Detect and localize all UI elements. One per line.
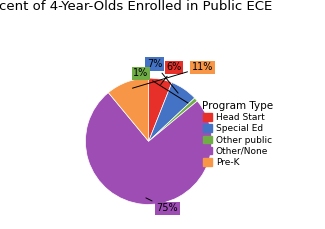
Wedge shape — [149, 82, 195, 141]
Wedge shape — [149, 98, 197, 141]
Text: 6%: 6% — [161, 62, 182, 85]
Wedge shape — [85, 93, 212, 204]
Title: Percent of 4-Year-Olds Enrolled in Public ECE: Percent of 4-Year-Olds Enrolled in Publi… — [0, 0, 273, 13]
Text: 11%: 11% — [133, 62, 213, 88]
Text: 75%: 75% — [146, 198, 178, 213]
Wedge shape — [149, 78, 172, 141]
Text: 7%: 7% — [147, 59, 178, 93]
Legend: Head Start, Special Ed, Other public, Other/None, Pre-K: Head Start, Special Ed, Other public, Ot… — [200, 99, 275, 169]
Wedge shape — [108, 78, 149, 141]
Text: 1%: 1% — [133, 68, 188, 103]
